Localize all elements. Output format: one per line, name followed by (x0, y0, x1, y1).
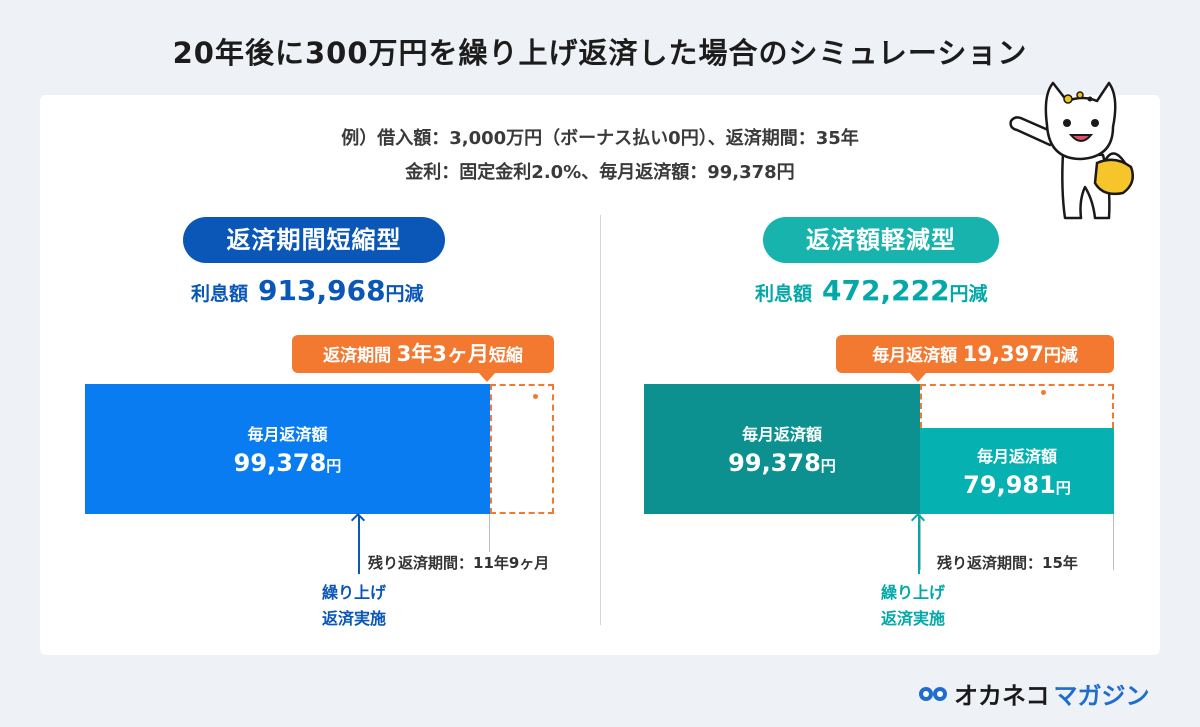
left-monthly-payment-bar: 毎月返済額 99,378円 (85, 384, 490, 514)
right-prepay-line-1: 繰り上げ (881, 583, 946, 602)
left-prepay-label: 繰り上げ 返済実施 (322, 580, 386, 632)
left-bar-unit: 円 (326, 457, 342, 475)
right-reduced-badge: 毎月返済額 19,397円減 (836, 335, 1114, 373)
logo-name: オカネコ (954, 682, 1050, 710)
right-prepay-label: 繰り上げ 返済実施 (881, 580, 945, 632)
right-bar2-unit: 円 (1055, 479, 1071, 497)
right-bar2-label: 毎月返済額 (976, 447, 1057, 466)
right-prepay-arrow (918, 516, 920, 574)
right-badge-label: 毎月返済額 (872, 346, 958, 366)
right-bar-unit: 円 (820, 457, 836, 475)
left-remaining-period: 残り返済期間：11年9ヶ月 (364, 552, 554, 573)
right-interest-label: 利息額 (755, 283, 813, 305)
right-heading-pill: 返済額軽減型 (763, 217, 999, 263)
left-interest-label: 利息額 (191, 283, 249, 305)
right-badge-leader-dot (1041, 390, 1046, 395)
left-interest-value: 913,968 (258, 274, 386, 307)
left-interest-reduction: 利息額 913,968円減 (191, 274, 424, 307)
left-badge-value: 3年3ヶ月 (396, 342, 489, 366)
conditions-line-2: 金利：固定金利2.0%、毎月返済額：99,378円 (405, 162, 795, 183)
left-prepay-line-1: 繰り上げ (322, 583, 387, 602)
conditions-line-1: 例）借入額：3,000万円（ボーナス払い0円）、返済期間：35年 (341, 128, 859, 149)
left-bar-value: 99,378 (233, 449, 327, 477)
right-before-payment-bar: 毎月返済額 99,378円 (644, 384, 920, 514)
left-badge-pointer (478, 372, 496, 382)
left-prepay-line-2: 返済実施 (322, 609, 387, 628)
right-interest-unit: 円減 (949, 283, 988, 305)
okaneko-magazine-logo: オカネコ マガジン (918, 676, 1150, 711)
right-prepay-line-2: 返済実施 (881, 609, 946, 628)
right-remaining-period: 残り返済期間：15年 (933, 552, 1082, 573)
right-badge-value: 19,397 (962, 342, 1044, 366)
left-shortened-badge: 返済期間 3年3ヶ月短縮 (292, 335, 554, 373)
right-bar-value: 99,378 (728, 449, 821, 477)
left-remaining-bracket-right (489, 514, 490, 570)
left-bar-label: 毎月返済額 (247, 425, 328, 444)
logo-eyes-icon (919, 686, 947, 701)
left-badge-unit: 短縮 (488, 346, 523, 366)
right-after-payment-bar: 毎月返済額 79,981円 (920, 428, 1114, 514)
cat-mascot-illustration (1009, 81, 1134, 220)
left-badge-label: 返済期間 (323, 346, 392, 366)
right-badge-pointer (909, 372, 927, 382)
left-badge-leader-dot (533, 394, 538, 399)
left-shortened-period-box (490, 384, 554, 514)
right-reduced-amount-box (920, 384, 1114, 428)
right-interest-reduction: 利息額 472,222円減 (755, 274, 988, 307)
right-bar-label: 毎月返済額 (741, 425, 822, 444)
left-interest-unit: 円減 (385, 283, 424, 305)
page-title: 20年後に300万円を繰り上げ返済した場合のシミュレーション (172, 36, 1028, 70)
right-interest-value: 472,222 (822, 274, 950, 307)
right-remaining-bracket-left (920, 514, 921, 570)
left-heading-pill: 返済期間短縮型 (183, 217, 445, 263)
right-bar2-value: 79,981 (963, 471, 1056, 499)
right-badge-unit: 円減 (1043, 346, 1078, 366)
logo-sub: マガジン (1053, 682, 1150, 710)
center-divider (600, 215, 601, 625)
left-prepay-arrow (358, 516, 360, 574)
right-remaining-bracket-right (1113, 514, 1114, 570)
